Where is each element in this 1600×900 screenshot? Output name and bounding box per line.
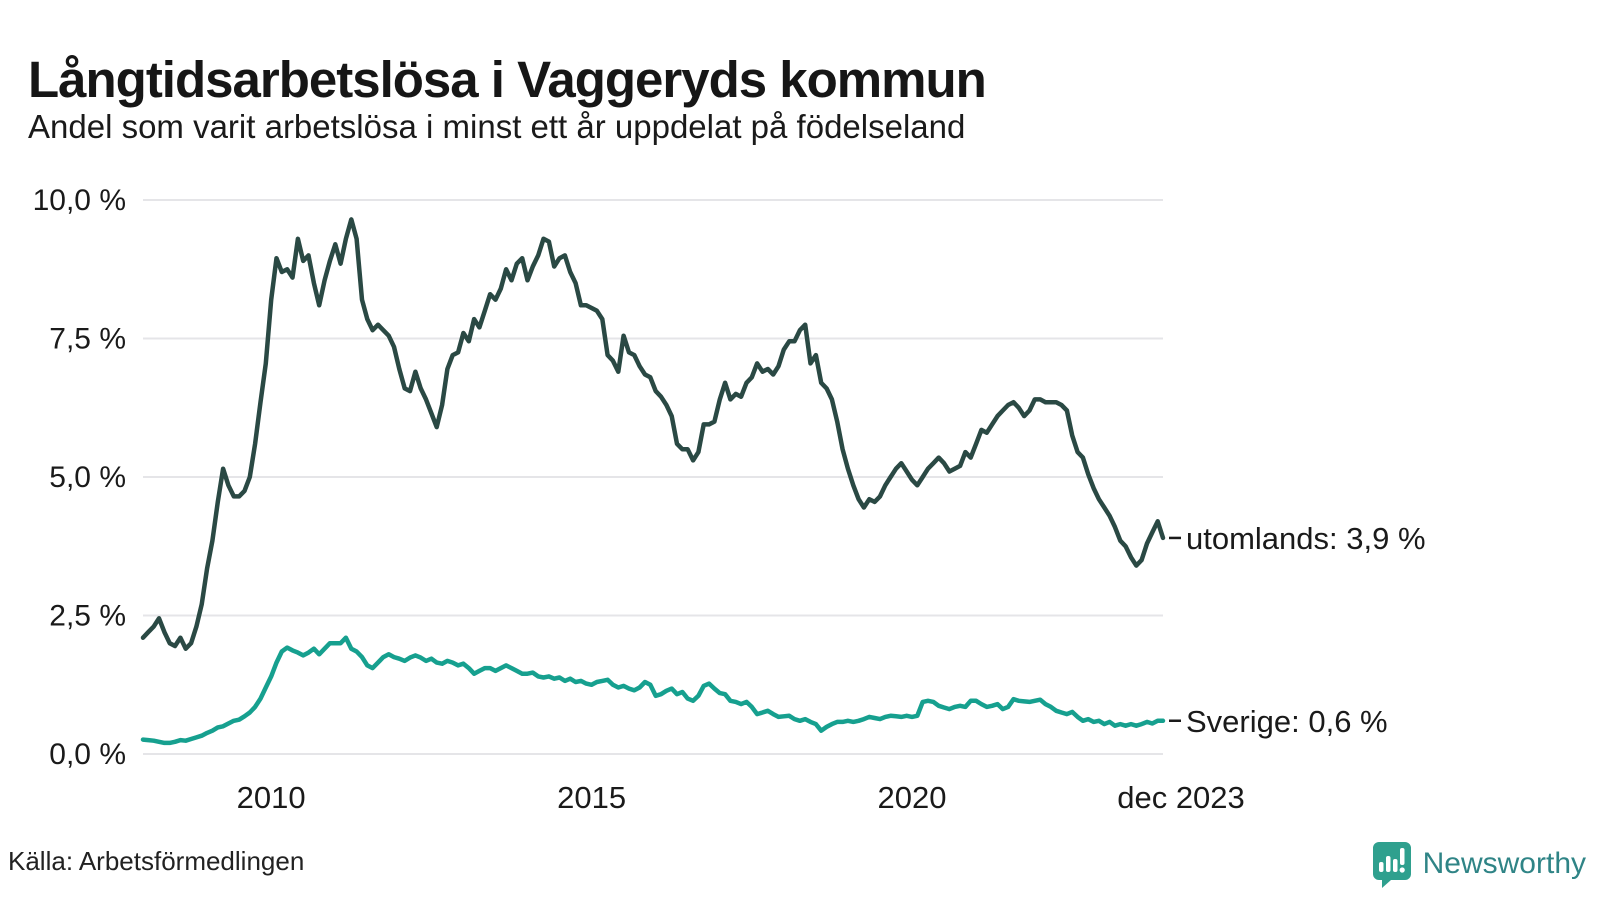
chart-subtitle: Andel som varit arbetslösa i minst ett å… [28,108,966,145]
y-tick-label: 0,0 % [49,738,126,771]
newsworthy-logo: Newsworthy [1371,840,1586,888]
series-end-label-utomlands: utomlands: 3,9 % [1186,521,1426,556]
y-tick-label: 5,0 % [49,461,126,494]
x-tick-label: 2015 [557,780,626,815]
y-tick-label: 10,0 % [33,184,126,217]
y-tick-label: 2,5 % [49,600,126,633]
page-title: Långtidsarbetslösa i Vaggeryds kommun [28,51,987,109]
newsworthy-bubble-icon [1372,842,1411,888]
y-tick-label: 7,5 % [49,323,126,356]
series-line-utomlands [140,217,1166,651]
x-tick-label: 2020 [878,780,947,815]
newsworthy-wordmark: Newsworthy [1422,847,1586,880]
series-line-Sverige [140,635,1166,746]
series-end-label-Sverige: Sverige: 0,6 % [1186,704,1388,739]
x-tick-label: dec 2023 [1117,780,1245,815]
line-chart: 0,0 % 2,5 % 5,0 % 7,5 % 10,0 % 2010 2015 2020 de… [33,184,1426,815]
x-tick-label: 2010 [237,780,306,815]
source-note: Källa: Arbetsförmedlingen [8,846,305,876]
